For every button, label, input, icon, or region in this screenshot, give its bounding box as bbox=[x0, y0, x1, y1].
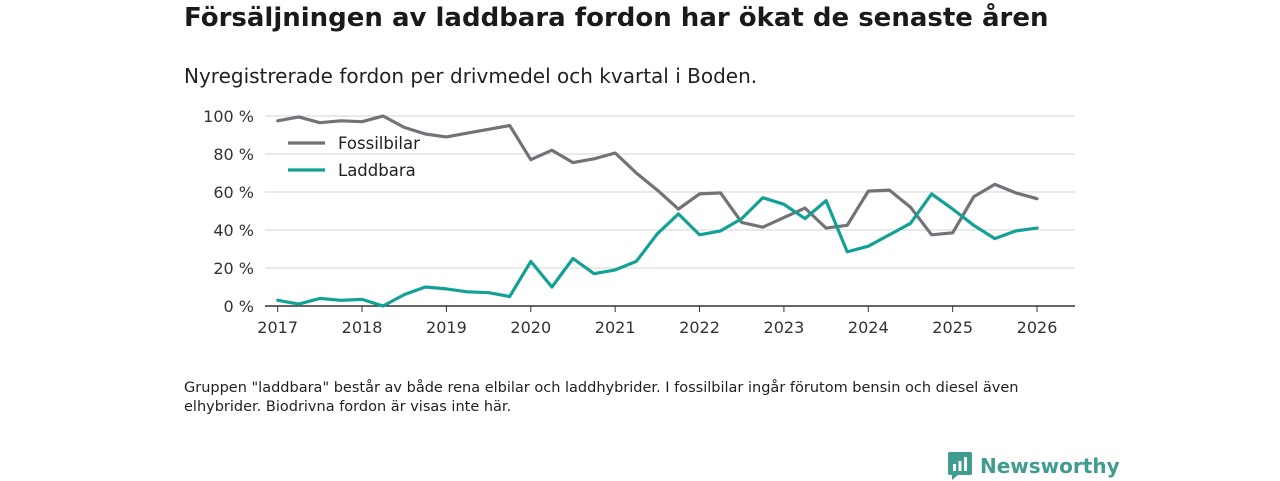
brand-logo: Newsworthy bbox=[948, 451, 1120, 481]
x-tick-label: 2017 bbox=[257, 318, 298, 337]
x-tick-label: 2021 bbox=[595, 318, 636, 337]
x-tick-label: 2023 bbox=[764, 318, 805, 337]
y-tick-label: 60 % bbox=[213, 183, 254, 202]
chart-subtitle: Nyregistrerade fordon per drivmedel och … bbox=[184, 64, 758, 88]
newsworthy-logo-icon bbox=[948, 452, 972, 480]
line-chart: 0 % 20 % 40 % 60 % 80 % 100 % 2017 2018 2019 2020… bbox=[203, 107, 1075, 337]
legend-label: Laddbara bbox=[338, 161, 416, 180]
x-tick-label: 2019 bbox=[426, 318, 467, 337]
x-tick-label: 2022 bbox=[679, 318, 720, 337]
x-tick-label: 2024 bbox=[848, 318, 889, 337]
series-line-laddbara bbox=[276, 192, 1039, 308]
y-tick-label: 40 % bbox=[213, 221, 254, 240]
x-tick-label: 2025 bbox=[932, 318, 973, 337]
x-tick-label: 2020 bbox=[510, 318, 551, 337]
x-tick-label: 2026 bbox=[1017, 318, 1058, 337]
y-tick-label: 80 % bbox=[213, 145, 254, 164]
y-tick-label: 20 % bbox=[213, 259, 254, 278]
chart-title: Försäljningen av laddbara fordon har öka… bbox=[184, 3, 1049, 33]
chart-footnote: Gruppen "laddbara" består av både rena e… bbox=[184, 380, 1019, 415]
legend-label: Fossilbilar bbox=[338, 134, 420, 153]
y-tick-label: 0 % bbox=[224, 297, 254, 316]
x-tick-label: 2018 bbox=[342, 318, 383, 337]
brand-name: Newsworthy bbox=[980, 454, 1120, 478]
series-line-fossilbilar bbox=[276, 114, 1039, 237]
y-tick-label: 100 % bbox=[203, 107, 254, 126]
